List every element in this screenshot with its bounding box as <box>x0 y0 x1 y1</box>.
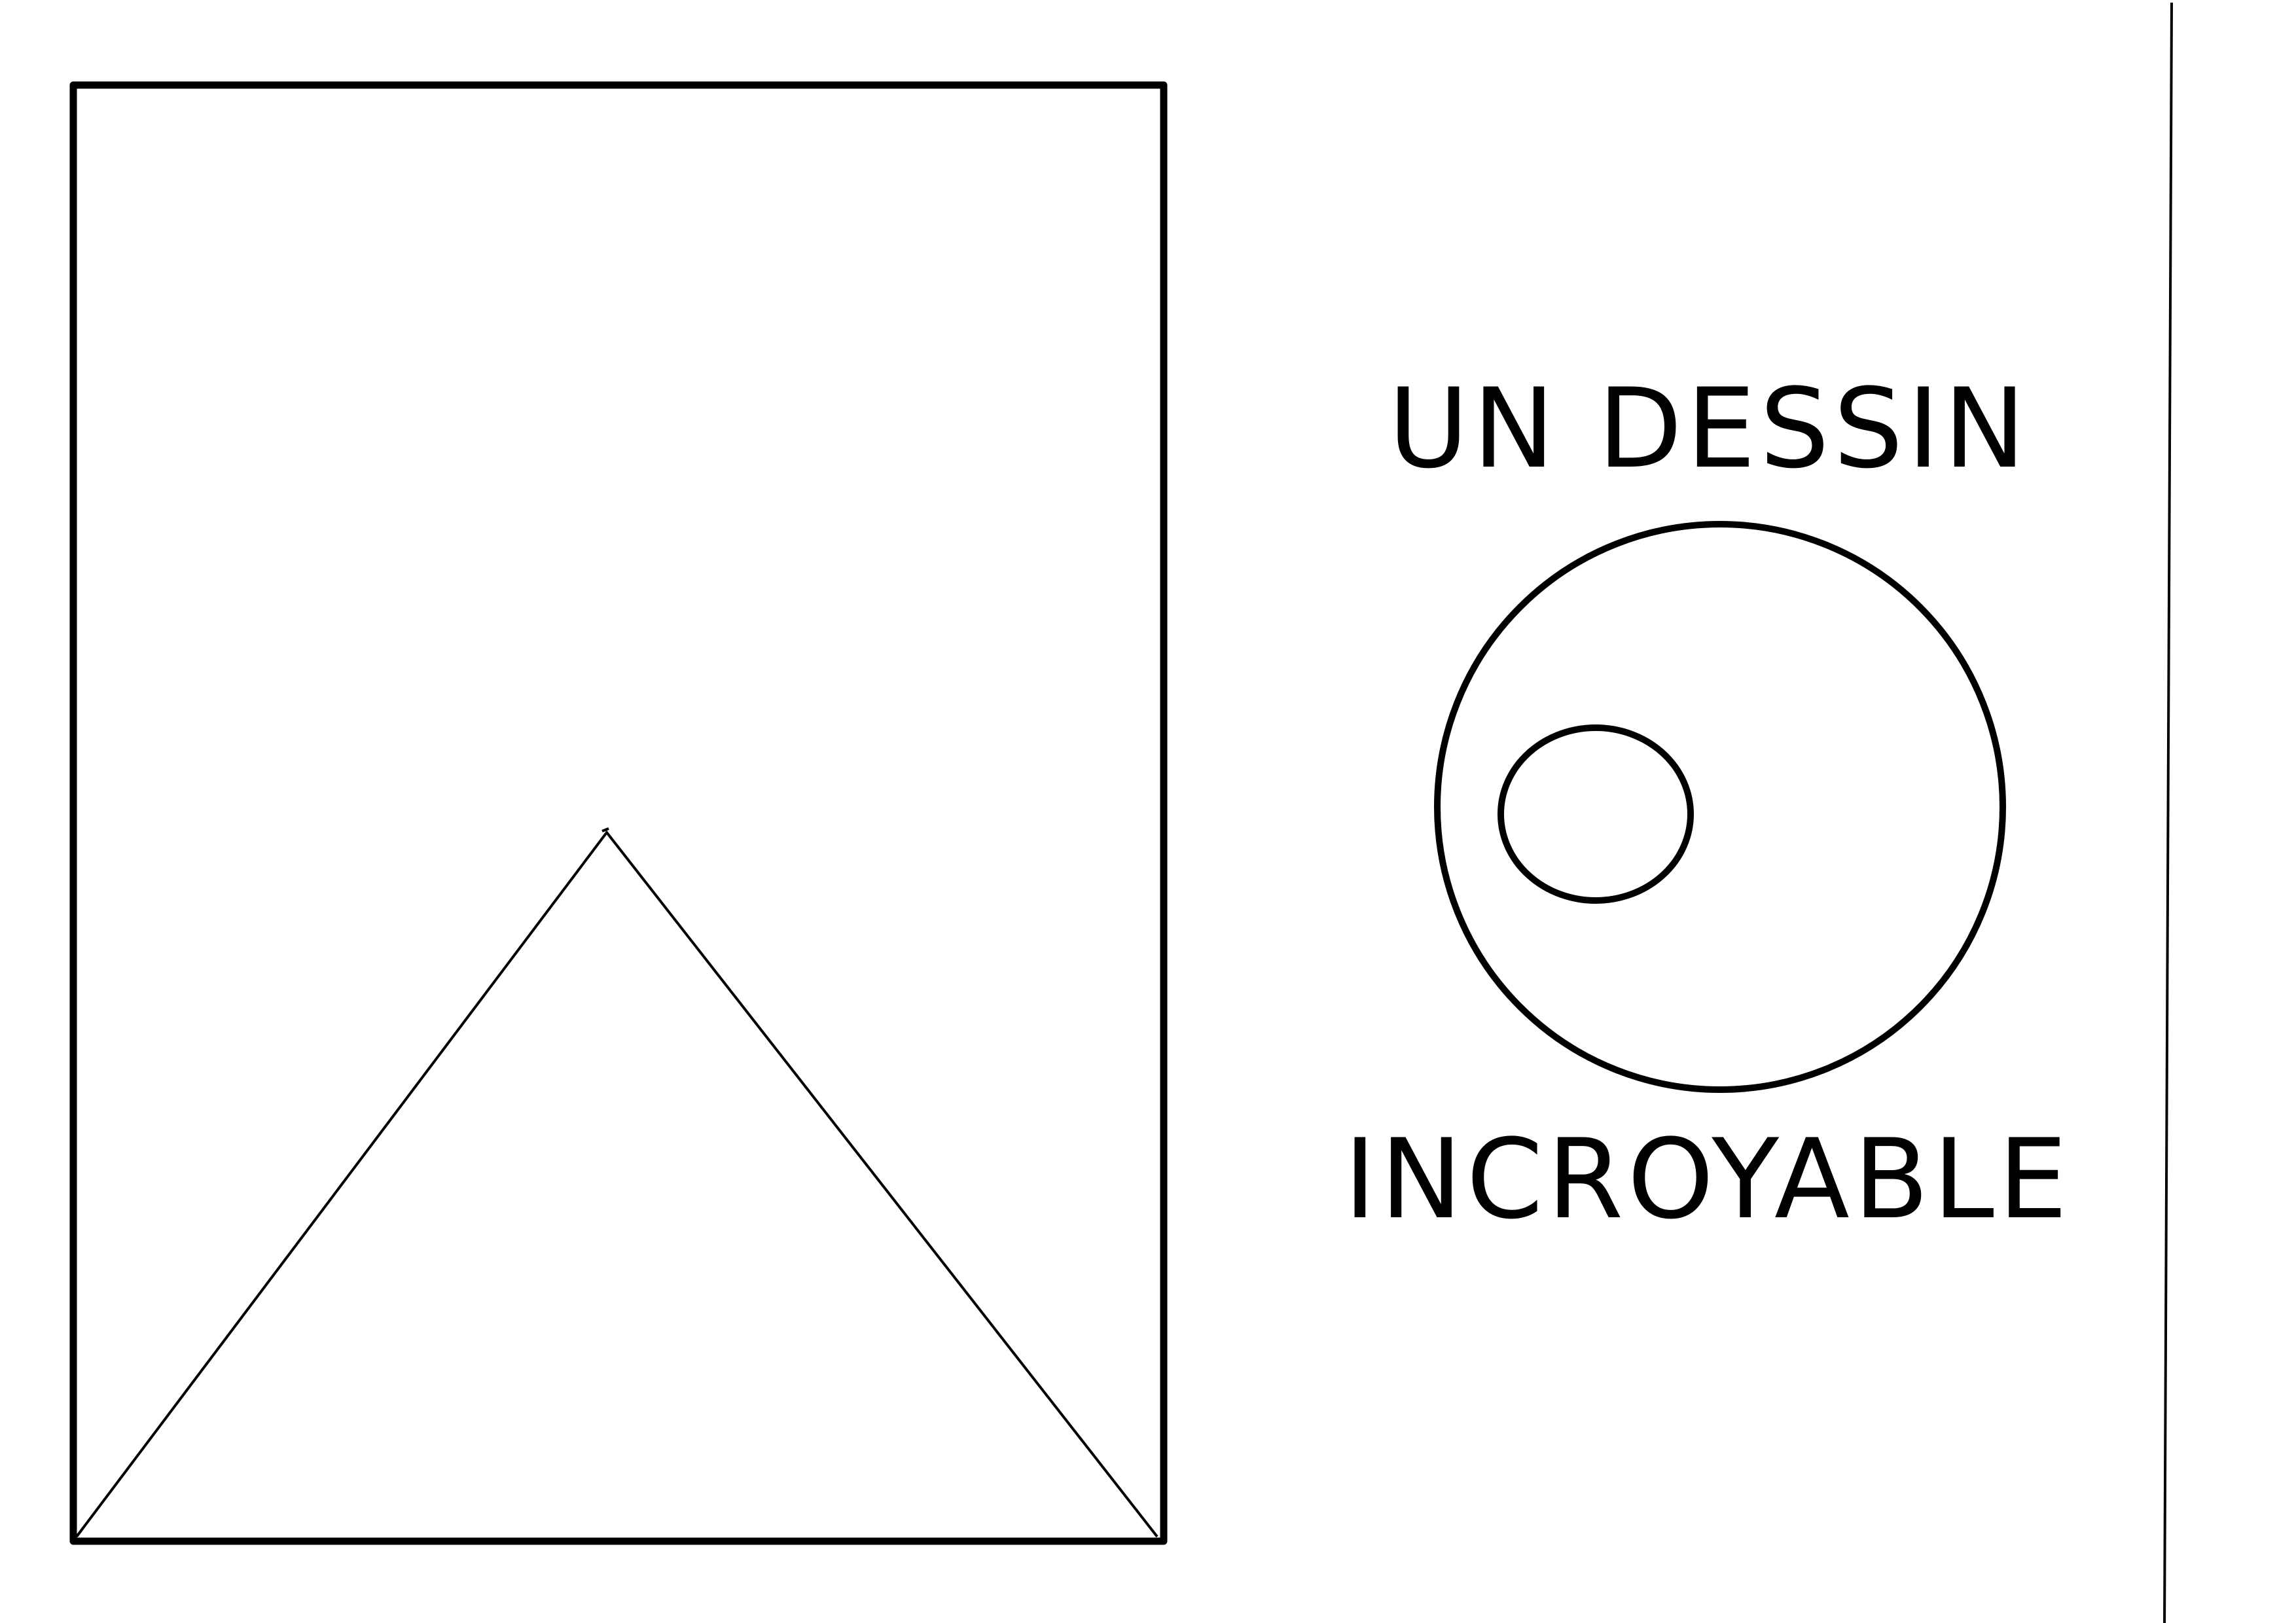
right-vertical-line <box>2163 2 2173 1623</box>
title-line-2: INCROYABLE <box>1344 1115 2072 1243</box>
triangle-apex-tick <box>601 827 609 832</box>
frame-rectangle <box>69 81 1168 1545</box>
inner-circle <box>1498 724 1694 904</box>
triangle-shape <box>75 830 1158 1538</box>
title-line-1: UN DESSIN <box>1388 365 2030 493</box>
outer-circle <box>1434 521 2006 1093</box>
